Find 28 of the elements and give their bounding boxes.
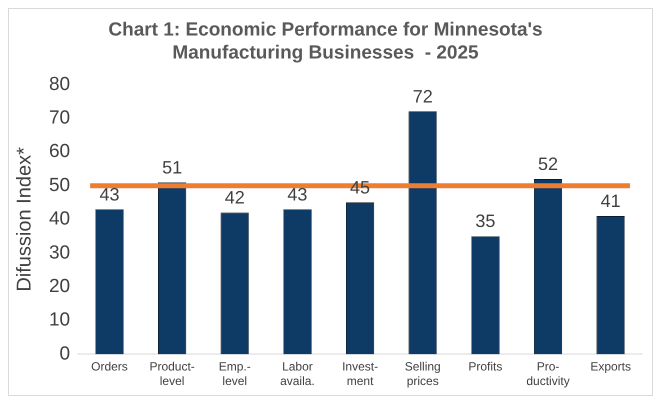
data-label: 52 [538,154,558,174]
data-label: 35 [475,211,496,232]
y-tick-label: 40 [48,208,70,230]
x-tick-label: Labor availa. [280,360,315,388]
chart-title: Chart 1: Economic Performance for Minnesota's Manufacturing Businesses - 2025 [108,20,543,64]
x-tick-label: Exports [590,360,632,374]
data-label: 72 [412,86,433,107]
x-tick-label: Orders [91,360,128,374]
y-axis-title: Difussion Index* [14,146,36,292]
x-tick-label: Invest- ment [342,360,378,388]
y-tick-label: 80 [48,74,70,95]
y-tick-label: 0 [60,343,70,364]
data-label: 41 [600,191,621,211]
y-tick-label: 20 [48,276,70,298]
y-tick-label: 10 [48,310,70,331]
x-tick-label: Emp.- level [218,360,251,388]
y-tick-label: 30 [48,242,70,264]
data-label: 42 [224,188,245,208]
y-tick-label: 60 [48,141,70,162]
y-tick-label: 50 [48,174,70,196]
data-label: 51 [162,157,182,178]
data-label: 43 [99,184,120,204]
y-tick-label: 70 [48,108,70,129]
x-tick-label: Pro- ductivity [526,360,570,388]
x-tick-label: Product- level [149,360,195,388]
data-label: 43 [287,184,308,204]
x-tick-label: Profits [468,360,502,374]
x-tick-label: Selling prices [404,360,441,388]
